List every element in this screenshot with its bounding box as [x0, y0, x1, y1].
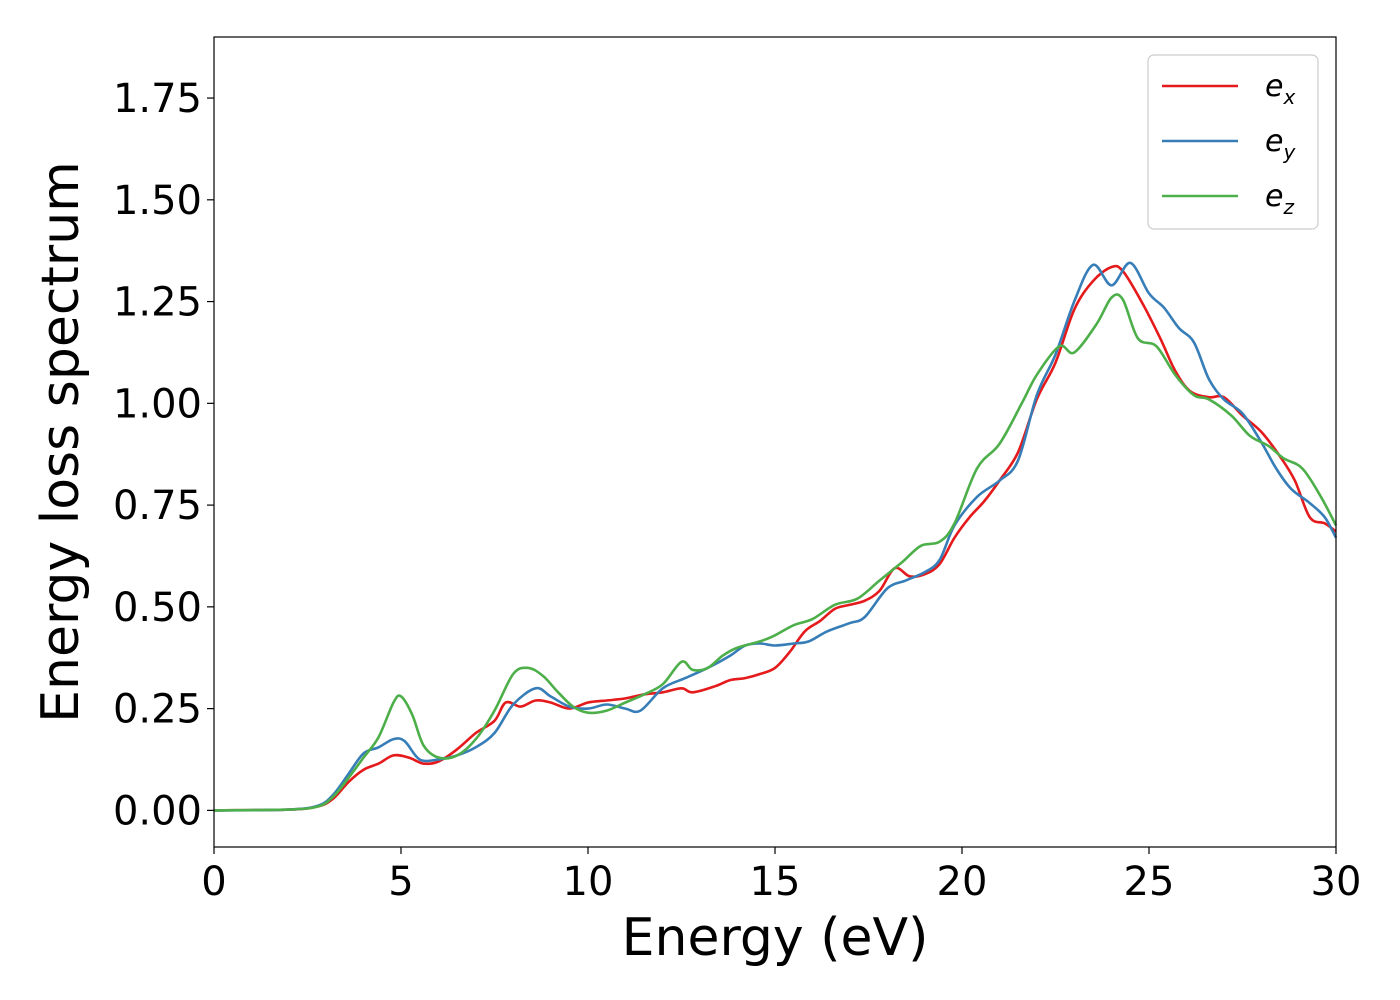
legend-label-y: ey	[1265, 124, 1296, 164]
x-tick-label: 20	[937, 859, 988, 905]
y-tick-label: 0.25	[113, 687, 202, 733]
series-line-e-z	[213, 293, 1338, 812]
x-axis: 0 5 10 15 20 25 30	[201, 847, 1361, 905]
series-line-e-y	[213, 261, 1338, 812]
x-tick-label: 25	[1124, 859, 1175, 905]
series-line-e-x	[213, 264, 1337, 812]
y-tick-label: 1.50	[113, 178, 202, 224]
x-tick-label: 30	[1311, 859, 1362, 905]
y-tick-label: 0.50	[113, 585, 202, 631]
y-tick-label: 1.00	[113, 381, 202, 427]
y-tick-label: 1.75	[113, 76, 202, 122]
x-tick-label: 15	[750, 859, 801, 905]
y-tick-label: 0.00	[113, 788, 202, 834]
y-axis: 0.00 0.25 0.50 0.75 1.00 1.25 1.50 1.75	[113, 76, 214, 834]
y-axis-label: Energy loss spectrum	[31, 161, 91, 723]
x-tick-label: 0	[201, 859, 226, 905]
x-tick-label: 10	[563, 859, 614, 905]
x-tick-label: 5	[388, 859, 413, 905]
y-tick-label: 1.25	[113, 280, 202, 326]
series-layer	[213, 261, 1338, 812]
y-tick-label: 0.75	[113, 483, 202, 529]
x-axis-label: Energy (eV)	[622, 908, 929, 968]
